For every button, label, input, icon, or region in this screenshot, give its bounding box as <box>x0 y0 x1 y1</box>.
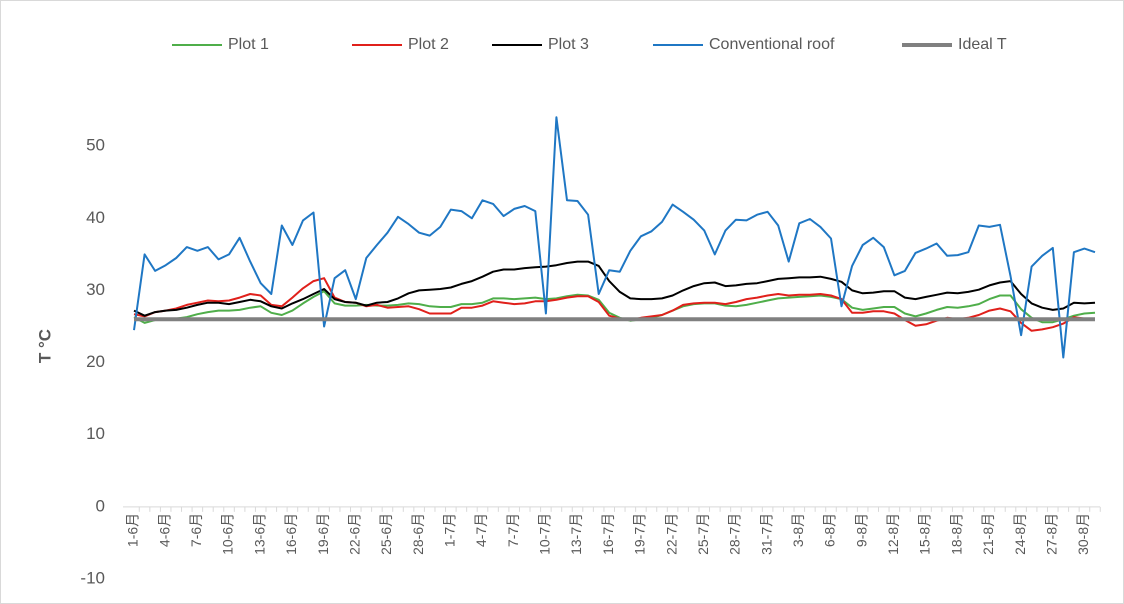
series-line <box>133 290 1096 324</box>
x-tick-label: 25-7月 <box>695 513 711 555</box>
legend-label: Plot 1 <box>228 36 269 53</box>
series-line <box>133 116 1096 359</box>
x-tick-label: 16-6月 <box>283 513 299 555</box>
y-axis-label: T °C <box>35 329 54 363</box>
y-tick-label: 40 <box>86 208 105 227</box>
x-tick-label: 28-6月 <box>410 513 426 555</box>
x-tick-label: 21-8月 <box>980 513 996 555</box>
x-tick-label: 13-7月 <box>568 513 584 555</box>
y-tick-label: 0 <box>96 496 105 515</box>
x-tick-label: 7-7月 <box>505 513 521 547</box>
y-tick-label: 30 <box>86 280 105 299</box>
x-tick-label: 16-7月 <box>600 513 616 555</box>
x-tick-label: 4-7月 <box>473 513 489 547</box>
x-tick-label: 30-8月 <box>1075 513 1091 555</box>
x-tick-label: 22-7月 <box>663 513 679 555</box>
x-tick-label: 4-6月 <box>156 513 172 547</box>
x-tick-label: 1-7月 <box>442 513 458 547</box>
x-tick-label: 7-6月 <box>188 513 204 547</box>
x-tick-label: 12-8月 <box>885 513 901 555</box>
legend-label: Ideal T <box>958 36 1007 53</box>
x-tick-label: 3-8月 <box>790 513 806 547</box>
y-tick-label: 50 <box>86 136 105 155</box>
x-tick-label: 31-7月 <box>758 513 774 555</box>
legend-label: Plot 3 <box>548 36 589 53</box>
x-tick-label: 13-6月 <box>251 513 267 555</box>
x-tick-label: 10-7月 <box>537 513 553 555</box>
y-tick-label: 10 <box>86 424 105 443</box>
x-tick-label: 6-8月 <box>822 513 838 547</box>
x-tick-label: 18-8月 <box>948 513 964 555</box>
legend-label: Conventional roof <box>709 36 835 53</box>
x-tick-label: 27-8月 <box>1043 513 1059 555</box>
x-tick-label: 19-6月 <box>315 513 331 555</box>
x-tick-label: 25-6月 <box>378 513 394 555</box>
x-tick-label: 9-8月 <box>853 513 869 547</box>
x-tick-label: 1-6月 <box>125 513 141 547</box>
y-tick-label: -10 <box>80 568 105 587</box>
x-tick-label: 28-7月 <box>727 513 743 555</box>
x-tick-label: 15-8月 <box>917 513 933 555</box>
legend-label: Plot 2 <box>408 36 449 53</box>
y-tick-label: 20 <box>86 352 105 371</box>
x-tick-label: 19-7月 <box>632 513 648 555</box>
series-line <box>133 260 1096 317</box>
x-tick-label: 10-6月 <box>220 513 236 555</box>
x-tick-label: 22-6月 <box>346 513 362 555</box>
x-tick-label: 24-8月 <box>1012 513 1028 555</box>
